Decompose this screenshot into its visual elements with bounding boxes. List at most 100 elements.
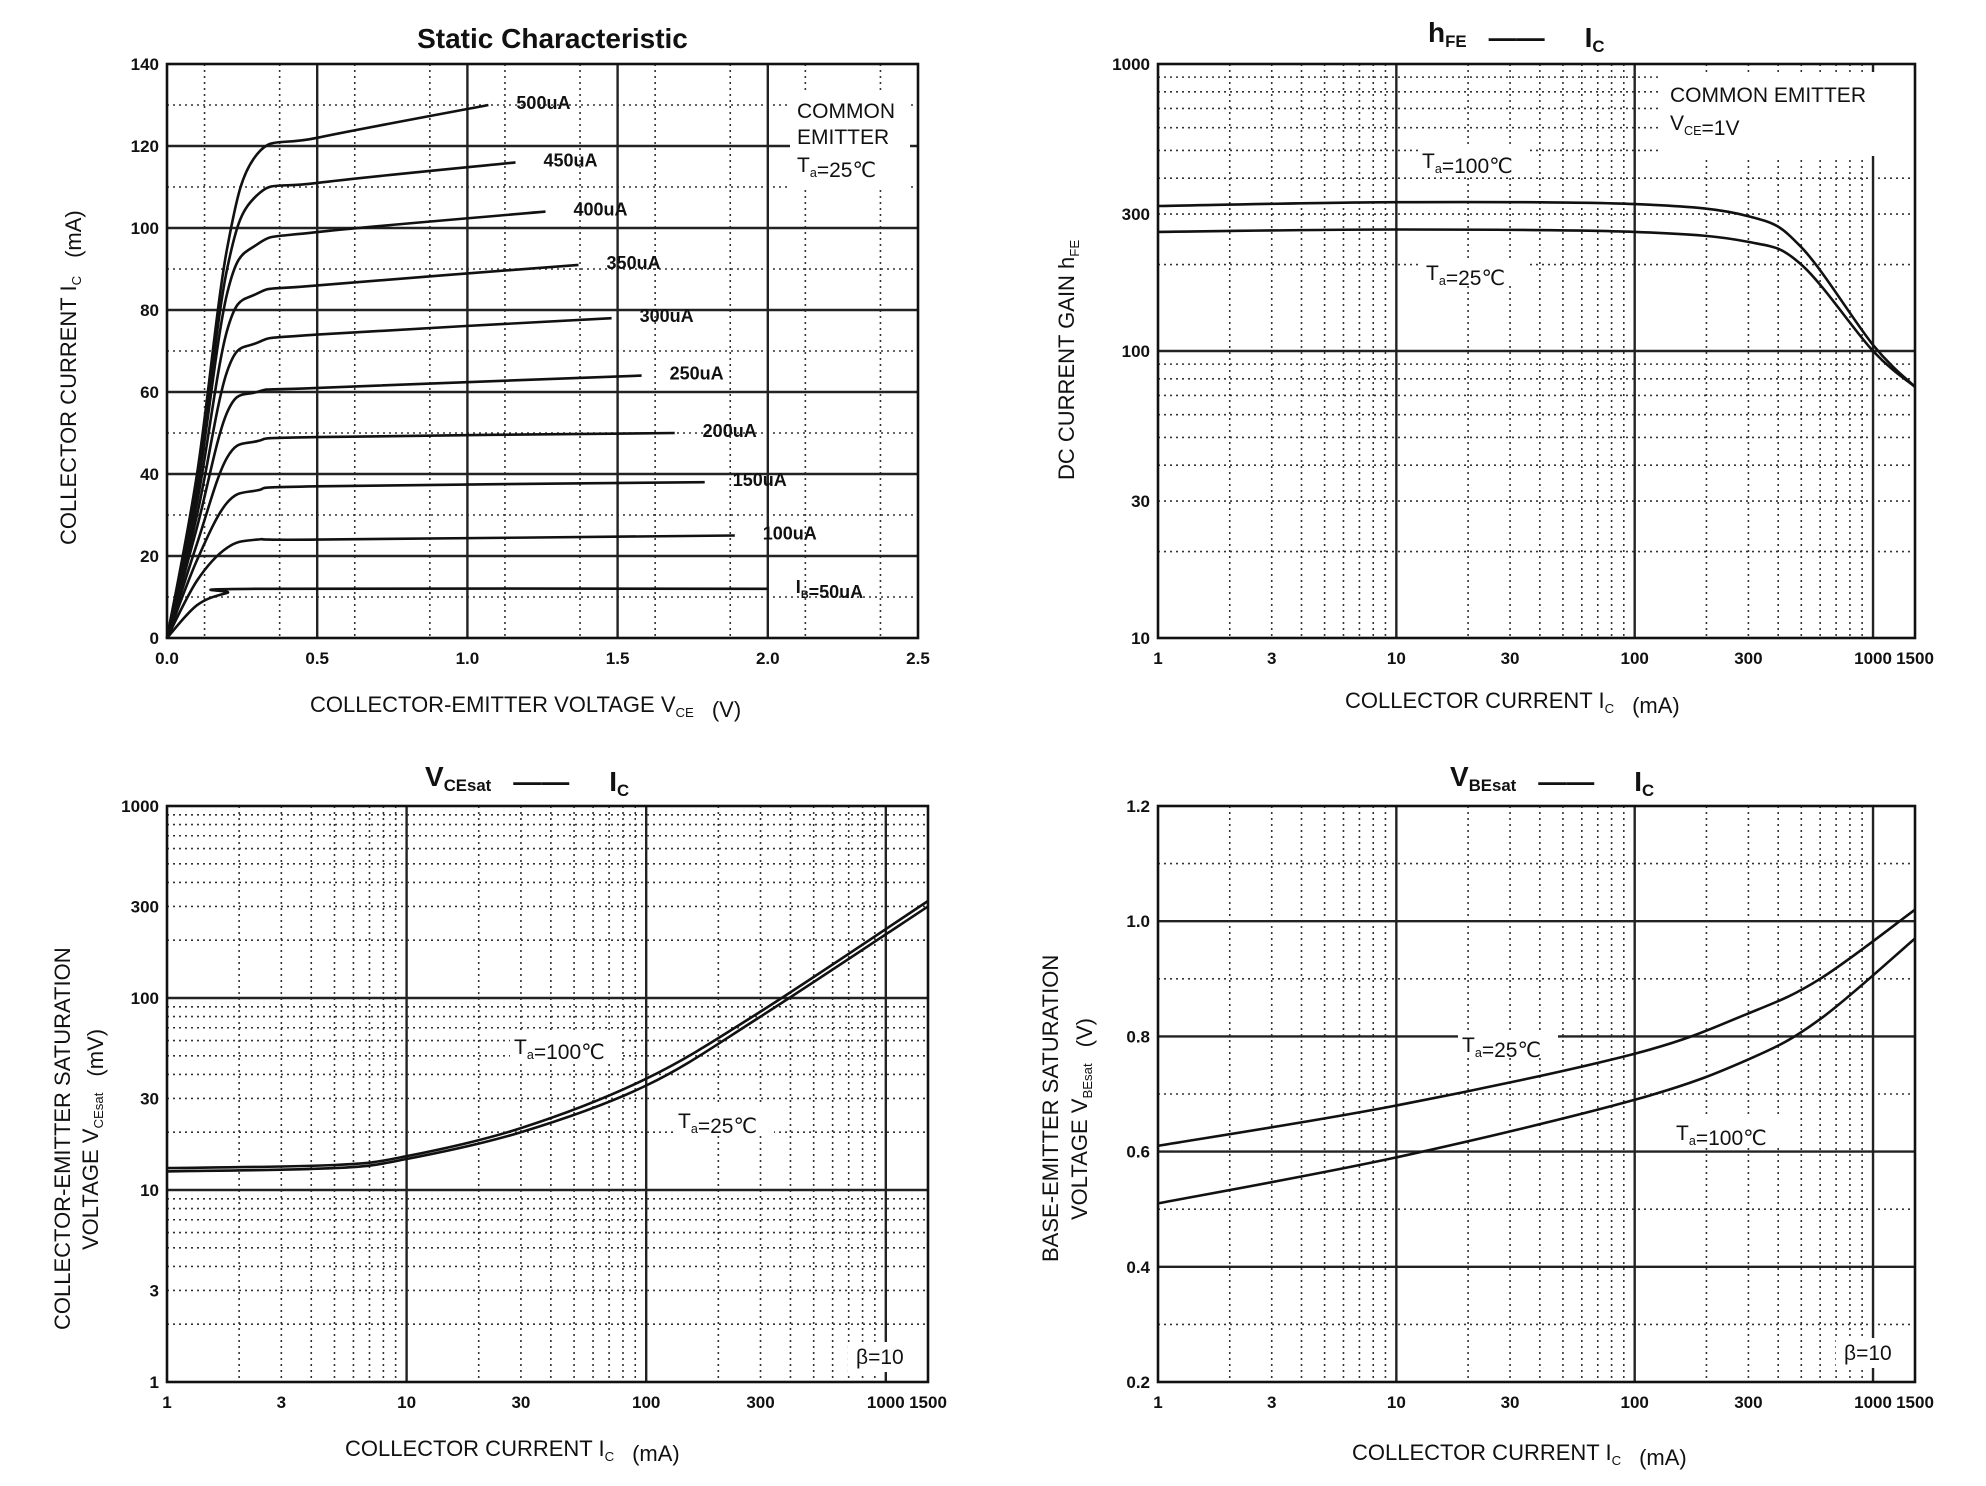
note-line-1: VCE=1V (1670, 112, 1739, 140)
x-tick-label-5: 300 (1734, 1393, 1762, 1412)
series-line-4 (165, 316, 612, 639)
x-tick-label-1: 0.5 (305, 649, 329, 668)
y-tick-label-6: 120 (131, 137, 159, 156)
x-axis-label: COLLECTOR CURRENT IC (mA) (1352, 1440, 1687, 1470)
x-tick-label-4: 100 (1620, 649, 1648, 668)
y-tick-label-5: 300 (131, 897, 159, 916)
label-bg-0 (1418, 146, 1528, 174)
y-tick-label-1: 30 (1131, 492, 1150, 511)
curve-label-4: 300uA (640, 306, 694, 326)
y-tick-label-0: 10 (1131, 629, 1150, 648)
y-tick-label-2: 100 (1122, 342, 1150, 361)
y-tick-label-3: 60 (140, 383, 159, 402)
x-tick-label-6: 1000 (867, 1393, 905, 1412)
note-line-1: EMITTER (797, 126, 889, 149)
y-tick-label-3: 0.8 (1126, 1027, 1150, 1046)
label-bg-1 (674, 1106, 774, 1134)
y-tick-label-5: 100 (131, 219, 159, 238)
curve-label-0: 500uA (516, 93, 570, 113)
static-characteristic-chart: 0.0 0.5 1.0 1.5 2.0 2.5 0 20 40 60 80 100 120 140 500u… (56, 23, 930, 722)
chart-title: Static Characteristic (417, 23, 688, 54)
note-line-0: COMMON EMITTER (1670, 84, 1866, 107)
x-tick-label-7: 1500 (1896, 1393, 1934, 1412)
x-tick-label-1: 3 (1267, 1393, 1276, 1412)
x-tick-label-2: 10 (397, 1393, 416, 1412)
curve-label-1: Ta=25℃ (678, 1110, 757, 1138)
curve-label-0: Ta=25℃ (1462, 1034, 1541, 1062)
curve-label-8: 100uA (763, 524, 817, 544)
series-line-0 (1157, 908, 1916, 1148)
y-tick-label-1: 0.4 (1126, 1258, 1150, 1277)
series-line-7 (165, 480, 705, 639)
grid (165, 804, 930, 1384)
x-tick-label-5: 300 (746, 1393, 774, 1412)
series-line-6 (165, 431, 675, 639)
chart-title: VCEsat —— IC (425, 761, 629, 800)
series-line-1 (1157, 228, 1916, 388)
curve-label-5: 250uA (670, 364, 724, 384)
y-tick-label-1: 3 (150, 1281, 159, 1300)
x-tick-label-3: 30 (1501, 649, 1520, 668)
x-tick-label-0: 1 (1153, 649, 1162, 668)
x-tick-label-3: 30 (1501, 1393, 1520, 1412)
curve-label-1: Ta=25℃ (1426, 262, 1505, 290)
y-tick-label-6: 1000 (121, 797, 159, 816)
y-tick-label-0: 1 (150, 1373, 159, 1392)
x-axis-label: COLLECTOR CURRENT IC (mA) (1345, 688, 1680, 718)
x-tick-label-4: 2.0 (756, 649, 780, 668)
series-line-8 (165, 534, 735, 639)
note-bg (1836, 1338, 1904, 1368)
label-bg-1 (1422, 258, 1528, 286)
y-tick-label-2: 0.6 (1126, 1143, 1150, 1162)
plot-frame (165, 804, 930, 1384)
series-line-1 (166, 905, 929, 1173)
series-line-0 (166, 899, 929, 1170)
x-tick-label-1: 3 (1267, 649, 1276, 668)
y-tick-label-2: 10 (140, 1181, 159, 1200)
curve-label-7: 150uA (733, 470, 787, 490)
series-line-2 (165, 210, 546, 639)
vcesat-vs-ic-chart: 1 3 10 30 100 300 1000 15001310301003001000Ta=1… (50, 761, 947, 1466)
note-bg (848, 1342, 916, 1372)
note-bg (1660, 72, 1910, 156)
y-tick-label-2: 40 (140, 465, 159, 484)
x-tick-label-5: 300 (1734, 649, 1762, 668)
plot-frame (165, 62, 920, 640)
y-tick-label-4: 80 (140, 301, 159, 320)
chart-title: VBEsat —— IC (1450, 761, 1654, 800)
x-axis-label: COLLECTOR CURRENT IC (mA) (345, 1436, 680, 1466)
x-tick-label-6: 1000 (1854, 649, 1892, 668)
x-tick-label-2: 10 (1387, 649, 1406, 668)
note-beta: β=10 (1844, 1342, 1892, 1365)
curve-label-9: IB=50uA (796, 577, 863, 602)
grid (165, 62, 920, 640)
y-tick-label-4: 100 (131, 989, 159, 1008)
y-tick-label-4: 1.0 (1126, 912, 1150, 931)
curve-label-1: 450uA (543, 150, 597, 170)
y-tick-label-0: 0.2 (1126, 1373, 1150, 1392)
curve-label-1: Ta=100℃ (1676, 1122, 1767, 1150)
x-tick-label-6: 1000 (1854, 1393, 1892, 1412)
x-tick-label-0: 0.0 (155, 649, 179, 668)
label-bg-1 (1672, 1118, 1782, 1146)
note-bg (790, 90, 910, 190)
note-line-0: COMMON (797, 100, 895, 123)
y-axis-label: DC CURRENT GAIN hFE (1054, 240, 1082, 480)
note-line-2: Ta=25℃ (797, 154, 876, 182)
x-tick-label-2: 10 (1387, 1393, 1406, 1412)
x-tick-label-0: 1 (1153, 1393, 1162, 1412)
grid (1156, 62, 1917, 640)
y-tick-label-4: 1000 (1112, 55, 1150, 74)
x-tick-label-7: 1500 (909, 1393, 947, 1412)
y-tick-label-3: 30 (140, 1089, 159, 1108)
series-line-1 (1157, 937, 1916, 1205)
curve-label-3: 350uA (607, 253, 661, 273)
x-tick-label-4: 100 (632, 1393, 660, 1412)
plot-frame (1156, 804, 1917, 1384)
note-beta: β=10 (856, 1346, 904, 1369)
x-tick-label-3: 30 (511, 1393, 530, 1412)
y-axis-label: COLLECTOR CURRENT IC(mA) (56, 210, 86, 545)
x-tick-label-7: 1500 (1896, 649, 1934, 668)
